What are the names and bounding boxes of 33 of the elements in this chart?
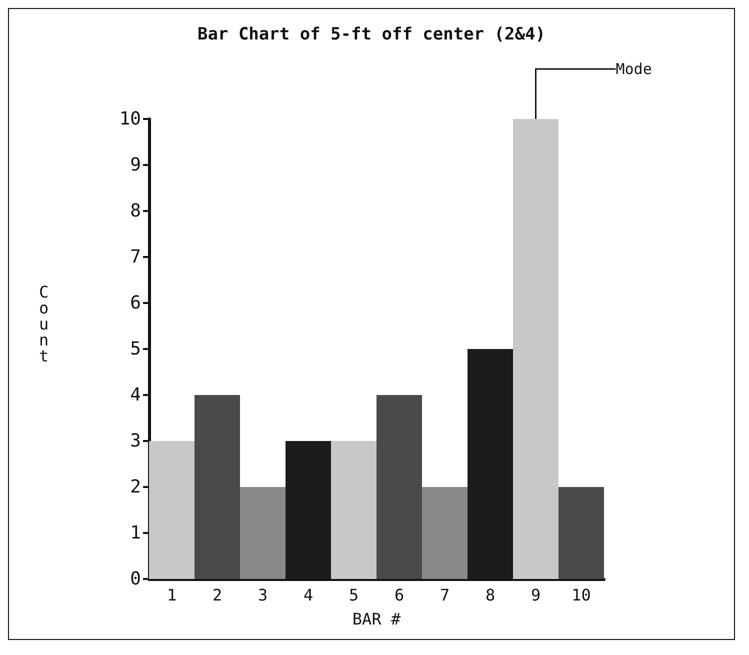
annotation: Mode — [616, 60, 652, 78]
x-tick-label: 2 — [212, 586, 222, 604]
bar — [194, 395, 240, 579]
x-tick-label: 4 — [303, 586, 314, 604]
bar — [513, 119, 558, 579]
y-tick-label: 9 — [130, 154, 141, 176]
y-tick-label: 6 — [130, 292, 141, 314]
x-tick-label: 3 — [258, 586, 268, 604]
x-tick-label: 1 — [166, 586, 177, 604]
x-tick-label: 6 — [394, 586, 404, 604]
y-tick-label: 3 — [130, 430, 141, 452]
bar — [376, 395, 422, 579]
bar — [422, 487, 468, 579]
x-tick-label: 5 — [348, 586, 359, 604]
bar — [558, 487, 604, 579]
x-tick-label: 10 — [572, 586, 591, 604]
y-tick-label: 4 — [130, 384, 141, 406]
chart-title: Bar Chart of 5-ft off center (2&4) — [198, 24, 546, 44]
bar — [149, 441, 194, 579]
y-tick-label: 5 — [130, 338, 141, 360]
y-tick-label: 8 — [130, 200, 141, 222]
y-tick-label: 7 — [130, 246, 141, 268]
x-tick-label: 8 — [485, 586, 496, 604]
x-tick-label: 7 — [440, 586, 450, 604]
x-tick-label: 9 — [530, 586, 541, 604]
y-tick-label: 2 — [130, 476, 141, 498]
bar — [240, 487, 286, 579]
y-tick-label: 0 — [130, 568, 141, 590]
bar — [331, 441, 376, 579]
x-axis-title: BAR # — [352, 610, 401, 628]
y-tick-label: 1 — [130, 522, 141, 544]
y-tick-label: 10 — [119, 108, 141, 130]
y-axis-title: Count — [39, 282, 49, 366]
